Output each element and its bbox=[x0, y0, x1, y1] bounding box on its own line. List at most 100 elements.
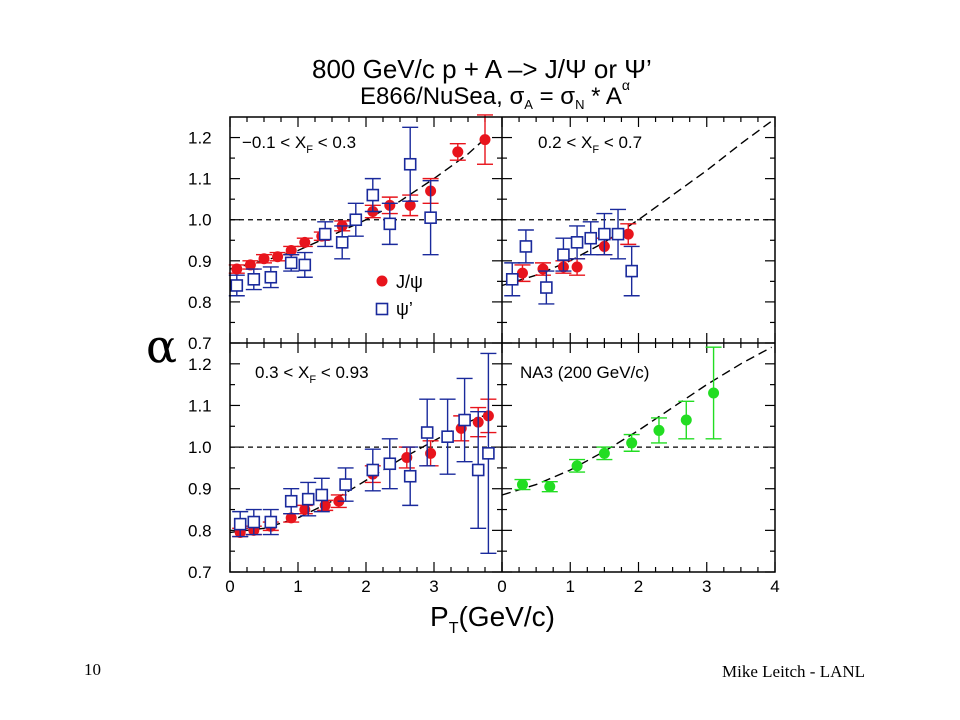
point-marker-square bbox=[557, 248, 570, 261]
point-marker-square bbox=[366, 188, 380, 202]
panel-label-top-left: −0.1 < XF < 0.3 bbox=[242, 133, 356, 156]
y-tick-label: 0.8 bbox=[188, 521, 212, 540]
x-axis-title-unit: (GeV/c) bbox=[458, 601, 554, 632]
data-point bbox=[228, 263, 245, 275]
panel-bottom-left bbox=[229, 343, 503, 573]
data-point bbox=[232, 510, 249, 538]
y-axis-title: α bbox=[146, 319, 177, 373]
point-marker-square bbox=[318, 227, 332, 241]
panels bbox=[228, 114, 776, 573]
point-marker-circle bbox=[708, 387, 720, 399]
data-point bbox=[228, 274, 245, 297]
series-psiprime bbox=[228, 126, 439, 297]
point-marker-square bbox=[301, 492, 315, 506]
x-tick-label: 0 bbox=[497, 577, 506, 596]
point-marker-circle bbox=[516, 479, 528, 491]
data-point bbox=[364, 177, 381, 213]
point-marker-circle bbox=[571, 460, 583, 472]
x-axis-title-sub: T bbox=[449, 620, 459, 637]
legend-psiprime-label: ψ’ bbox=[396, 299, 413, 319]
data-point bbox=[313, 477, 330, 513]
panel-label-top-right-sub: F bbox=[592, 144, 599, 156]
panel-label-top-left-lead: −0.1 < X bbox=[242, 133, 306, 152]
data-point bbox=[517, 229, 534, 264]
point-marker-circle bbox=[231, 263, 243, 275]
point-marker-circle bbox=[299, 236, 311, 248]
y-tick-label: 0.7 bbox=[188, 563, 212, 582]
point-marker-square bbox=[625, 264, 638, 278]
data-point bbox=[610, 208, 627, 260]
data-point bbox=[541, 480, 558, 493]
point-marker-circle bbox=[626, 437, 638, 449]
data-point bbox=[245, 508, 262, 536]
point-marker-circle bbox=[285, 245, 297, 257]
footer-credit: Mike Leitch - LANL bbox=[722, 662, 866, 681]
data-point bbox=[402, 446, 419, 507]
data-point bbox=[623, 433, 640, 452]
point-marker-square bbox=[441, 430, 454, 443]
point-marker-square bbox=[424, 211, 437, 224]
title-times: * A bbox=[584, 83, 621, 110]
legend-psiprime-marker bbox=[375, 302, 389, 316]
point-marker-square bbox=[335, 236, 349, 249]
y-tick-label: 1.0 bbox=[188, 211, 212, 230]
y-tick-label: 1.1 bbox=[188, 396, 212, 415]
data-point bbox=[678, 400, 695, 440]
data-point bbox=[269, 251, 286, 263]
ticks-top-right bbox=[501, 117, 776, 344]
x-tick-label: 1 bbox=[566, 577, 575, 596]
x-tick-label: 0 bbox=[225, 577, 234, 596]
point-marker-square bbox=[383, 457, 397, 471]
data-point bbox=[245, 268, 262, 291]
point-marker-circle bbox=[571, 261, 583, 273]
data-point bbox=[419, 398, 436, 467]
data-point bbox=[538, 270, 555, 305]
point-marker-square bbox=[284, 494, 298, 508]
title-sub-n: N bbox=[575, 97, 584, 112]
point-marker-circle bbox=[680, 414, 692, 426]
data-point bbox=[555, 237, 572, 272]
chart-title-line2: E866/NuSea, σA = σN * Aα bbox=[360, 77, 630, 112]
point-marker-square bbox=[540, 281, 553, 294]
data-point bbox=[422, 179, 439, 256]
point-marker-circle bbox=[622, 228, 634, 240]
x-tick-label: 4 bbox=[770, 577, 779, 596]
data-point bbox=[398, 446, 415, 469]
point-marker-square bbox=[247, 273, 261, 286]
point-marker-circle bbox=[258, 253, 270, 265]
series-na3 bbox=[514, 346, 722, 493]
point-marker-square bbox=[584, 231, 598, 245]
data-point bbox=[456, 377, 473, 463]
point-marker-square bbox=[403, 157, 417, 171]
data-point bbox=[480, 352, 497, 554]
fit-curve bbox=[501, 346, 772, 496]
data-point bbox=[283, 488, 300, 515]
point-marker-square bbox=[505, 273, 519, 286]
data-point bbox=[620, 223, 637, 246]
point-marker-square bbox=[349, 213, 363, 227]
x-axis-title-p: P bbox=[430, 601, 449, 632]
data-point bbox=[334, 225, 351, 260]
point-marker-square bbox=[403, 469, 417, 483]
data-point bbox=[381, 202, 398, 246]
data-point bbox=[569, 258, 586, 276]
point-marker-circle bbox=[452, 146, 464, 158]
point-marker-circle bbox=[272, 251, 284, 263]
x-tick-label: 2 bbox=[361, 577, 370, 596]
data-point bbox=[337, 467, 354, 502]
panel-label-bottom-left-lead: 0.3 < X bbox=[255, 363, 309, 382]
data-point bbox=[477, 114, 493, 165]
x-axis-title: PT(GeV/c) bbox=[430, 601, 555, 637]
point-marker-circle bbox=[479, 134, 491, 146]
data-point bbox=[504, 262, 521, 297]
point-marker-square bbox=[264, 270, 278, 284]
data-point bbox=[449, 143, 466, 161]
panel-label-top-right: 0.2 < XF < 0.7 bbox=[538, 133, 642, 156]
chart-title-line1: 800 GeV/c p + A –> J/Ψ or Ψ’ bbox=[312, 54, 652, 84]
legend-jpsi-marker bbox=[376, 275, 388, 287]
slide-number: 10 bbox=[84, 660, 101, 679]
point-marker-square bbox=[570, 236, 584, 249]
data-point bbox=[650, 417, 667, 444]
data-point bbox=[569, 225, 586, 260]
data-point bbox=[582, 221, 599, 256]
